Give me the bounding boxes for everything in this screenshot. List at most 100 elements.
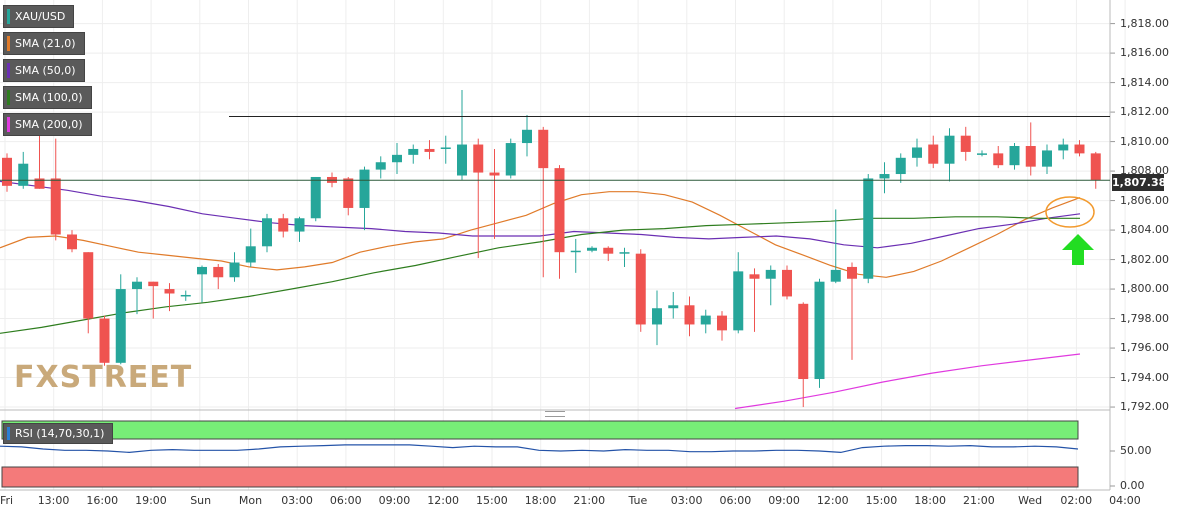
candle-body [180,294,191,297]
y-tick-label: 1,806.00 [1120,193,1169,207]
candle-body [587,247,597,251]
candle-body [603,247,614,254]
candle-body [668,305,679,309]
x-tick-label: Wed [1018,494,1043,507]
x-tick-label: 03:00 [670,494,703,507]
candle-body [749,274,760,279]
candle-body [505,143,516,176]
candle-body [164,289,175,294]
candle-body [359,169,370,208]
y-tick-label: 1,794.00 [1120,370,1169,384]
x-tick-label: Mon [238,494,263,507]
rsi-tick-label: 50.00 [1120,444,1152,457]
x-tick-label: 15:00 [865,494,898,507]
x-tick-label: Fri [0,494,14,507]
candle-body [570,250,581,253]
candle-body [457,144,467,176]
candle-body [213,266,224,278]
x-tick-label: 16:00 [86,494,119,507]
x-tick-label: Tue [628,494,648,507]
legend-item[interactable]: SMA (21,0) [3,32,85,55]
overlays [0,116,1110,265]
candle-body [375,162,386,170]
legend-item[interactable]: SMA (200,0) [3,113,92,136]
legend-label: SMA (50,0) [15,64,76,77]
candle-body [132,281,142,290]
y-tick-label: 1,808.00 [1120,164,1169,178]
watermark-text: FXSTREET [14,360,193,395]
candle-body [392,154,402,163]
candle-body [2,157,12,186]
y-tick-label: 1,798.00 [1120,311,1169,325]
candle-body [310,176,321,219]
legend-swatch [7,36,10,51]
candle-body [522,129,532,144]
candle-body [1090,153,1101,180]
y-tick-label: 1,792.00 [1120,400,1169,414]
candle-body [343,178,354,208]
candle-body [554,168,565,253]
x-tick-label: 18:00 [524,494,557,507]
legend-label: SMA (100,0) [15,91,83,104]
legend-label: XAU/USD [15,10,66,23]
highlight-ellipse [1045,196,1095,228]
candle-body [635,253,646,325]
y-tick-label: 1,800.00 [1120,282,1169,296]
candle-body [18,163,29,186]
legend-item[interactable]: SMA (100,0) [3,86,92,109]
candle-body [847,266,857,279]
x-tick-label: 09:00 [768,494,800,507]
rsi-overbought-band [1,420,1079,440]
y-tick-label: 1,802.00 [1120,252,1169,266]
gridlines [0,0,1126,490]
candle-body [245,246,256,263]
y-tick-label: 1,812.00 [1120,105,1169,119]
candle-body [148,281,159,287]
y-axis [1109,0,1115,490]
candle-body [229,262,240,278]
candle-body [440,147,451,149]
candle-body [278,218,289,232]
candle-body [34,178,45,189]
legend-item[interactable]: XAU/USD [3,5,75,28]
x-tick-label: 13:00 [37,494,70,507]
sma-50-line [0,180,1081,249]
rsi-legend-swatch [7,427,10,440]
candle-body [473,144,484,173]
candle-body [538,129,549,169]
rsi-legend-label: RSI (14,70,30,1) [15,427,105,440]
rsi-tick-label: 0.00 [1120,479,1145,492]
watermark: FXSTREET [14,360,192,395]
candle-body [1025,146,1036,167]
candle-body [67,234,77,250]
x-axis [0,409,1110,491]
rsi-line [0,444,1079,454]
sma-200-line [734,353,1081,410]
y-tick-label: 1,804.00 [1120,223,1169,237]
legend-item[interactable]: SMA (50,0) [3,59,85,82]
candle-body [262,218,272,247]
sma-21-line [0,191,1081,278]
candle-body [912,147,922,158]
y-tick-label: 1,796.00 [1120,341,1169,355]
y-tick-label: 1,814.00 [1120,75,1169,89]
legend-swatch [7,90,10,105]
y-tick-label: 1,810.00 [1120,134,1169,148]
candle-body [1009,146,1020,166]
legend-swatch [7,9,10,24]
candle-body [977,153,987,155]
x-tick-label: 03:00 [281,494,313,507]
candle-body [424,148,435,152]
sma-100-line [0,216,1080,334]
candle-body [197,266,207,275]
candle-body [830,269,841,282]
candle-body [895,157,906,175]
candle-body [717,315,727,331]
candle-body [619,252,630,254]
x-tick-label: 21:00 [573,494,606,507]
pane-resize-handle[interactable] [545,411,565,417]
candle-body [652,308,662,325]
candle-body [115,289,126,363]
x-tick-label: Sun [190,494,212,507]
